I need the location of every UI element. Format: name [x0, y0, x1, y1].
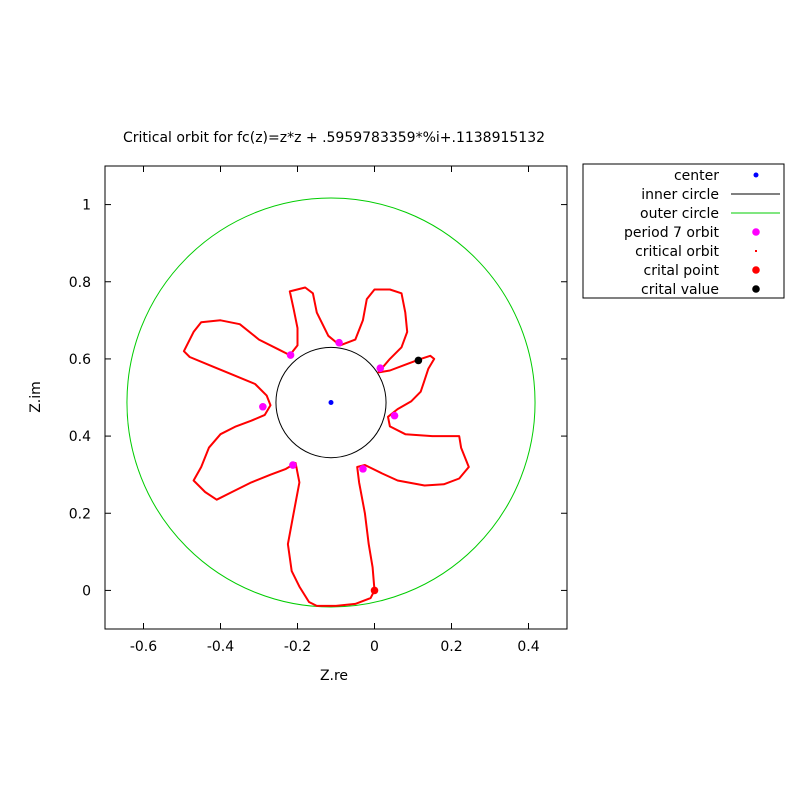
- y-tick-label: 0: [82, 583, 91, 599]
- period-7-orbit-point: [259, 402, 267, 411]
- y-tick-label: 1: [82, 198, 91, 214]
- x-tick-label: -0.2: [284, 639, 311, 655]
- x-axis-ticks: -0.6 -0.4 -0.2 0 0.2 0.4: [130, 166, 540, 655]
- legend-label-inner-circle: inner circle: [641, 187, 719, 203]
- legend-label-outer-circle: outer circle: [640, 206, 719, 222]
- y-axis-ticks: 0 0.2 0.4 0.6 0.8 1: [69, 198, 567, 599]
- inner-circle-curve: [275, 346, 387, 459]
- plot-area: [126, 197, 536, 608]
- series-layer: [126, 197, 536, 608]
- legend-label-period-7-orbit: period 7 orbit: [624, 225, 720, 241]
- x-tick-label: -0.4: [207, 639, 234, 655]
- legend-label-crital-point: crital point: [644, 263, 720, 279]
- chart-title: Critical orbit for fc(z)=z*z + .59597833…: [123, 130, 545, 146]
- legend-box: [582, 163, 785, 299]
- crital-point-point: [370, 586, 379, 595]
- legend-label-center: center: [674, 168, 719, 184]
- period-7-orbit-point: [390, 411, 399, 420]
- legend-swatch-period-7-orbit: [752, 228, 760, 236]
- y-tick-label: 0.2: [69, 506, 91, 522]
- x-axis-label: Z.re: [320, 668, 348, 684]
- y-tick-label: 0.8: [69, 275, 91, 291]
- y-tick-label: 0.6: [69, 352, 91, 368]
- crital-value-point: [414, 356, 423, 365]
- y-tick-label: 0.4: [69, 429, 91, 445]
- legend-swatch-center: [753, 172, 759, 178]
- x-tick-label: -0.6: [130, 639, 157, 655]
- period-7-orbit-point: [359, 465, 367, 473]
- x-tick-label: 0.2: [440, 639, 462, 655]
- period-7-orbit-point: [286, 351, 295, 359]
- critical-orbit-path: [182, 286, 470, 607]
- center-point: [328, 400, 334, 406]
- period-7-orbit-point: [376, 364, 385, 372]
- x-tick-label: 0.4: [517, 639, 539, 655]
- legend-swatch-critical-orbit: [755, 250, 757, 252]
- y-axis-label: Z.im: [28, 381, 44, 413]
- legend-label-critical-orbit: critical orbit: [635, 244, 719, 260]
- plot-frame: [104, 165, 568, 630]
- period-7-orbit-point: [289, 461, 297, 469]
- legend-swatch-crital-value: [752, 285, 760, 293]
- period-7-orbit-point: [335, 338, 343, 347]
- legend-label-crital-value: crital value: [641, 282, 719, 298]
- outer-circle-curve: [126, 197, 536, 608]
- x-tick-label: 0: [370, 639, 379, 655]
- legend: center inner circle outer circle period 7 o…: [582, 163, 785, 299]
- legend-swatch-crital-point: [752, 266, 760, 274]
